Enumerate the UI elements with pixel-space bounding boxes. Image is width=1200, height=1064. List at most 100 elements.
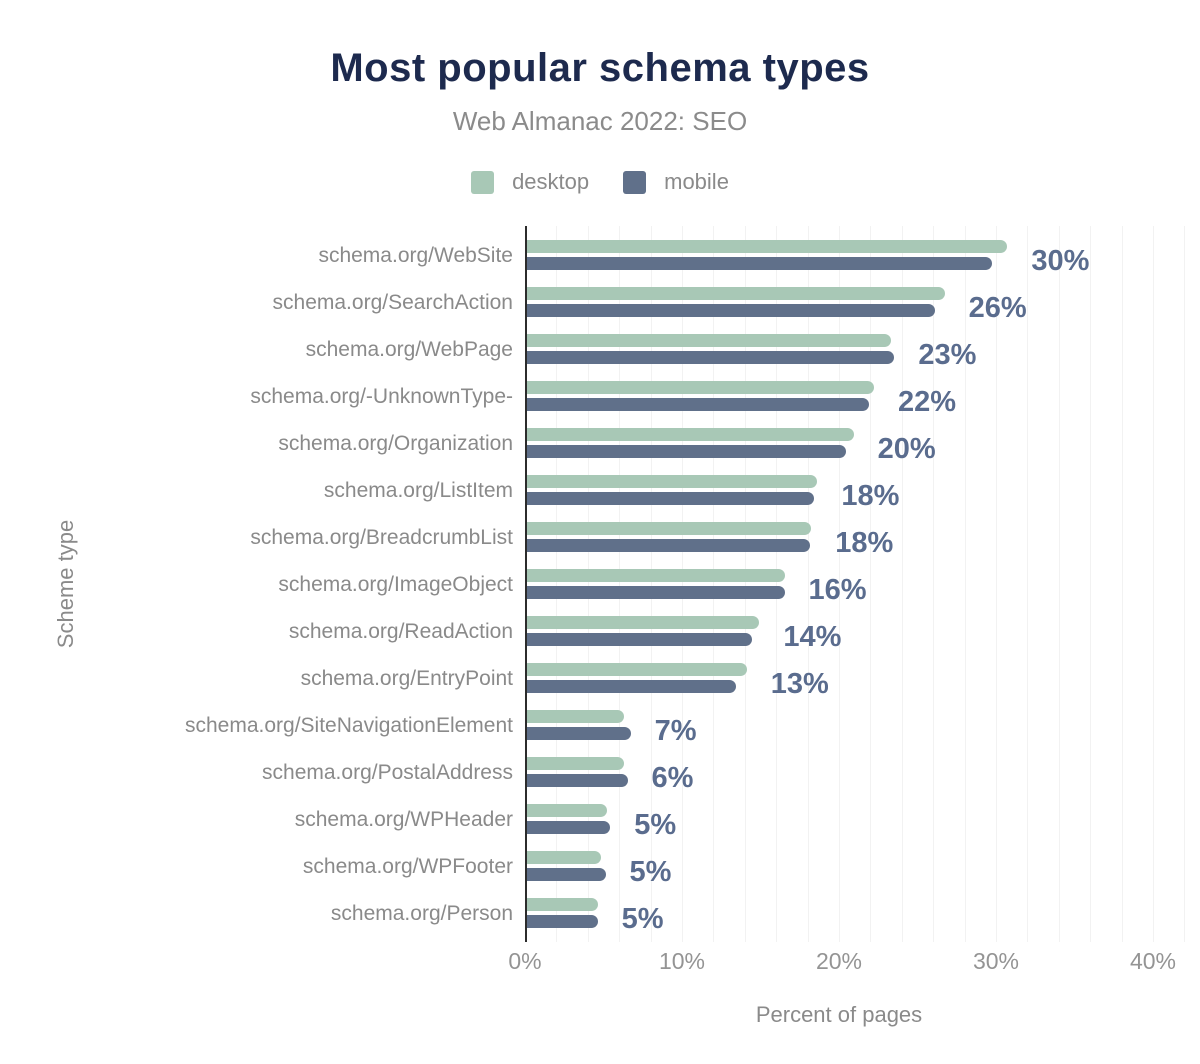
bar-desktop [527, 804, 608, 817]
bar-mobile [527, 680, 736, 693]
gridline [1121, 226, 1123, 942]
x-axis-line [525, 226, 527, 942]
value-label: 20% [877, 433, 936, 465]
value-label: 22% [898, 386, 957, 418]
value-label: 5% [634, 809, 677, 841]
bar-mobile [527, 727, 631, 740]
value-label: 6% [651, 762, 694, 794]
value-label: 7% [654, 715, 697, 747]
category-label: schema.org/WPFooter [302, 855, 513, 878]
bar-desktop [527, 428, 854, 441]
value-label: 14% [783, 621, 842, 653]
value-label: 13% [770, 668, 829, 700]
gridline [807, 226, 809, 942]
bar-row: 5% [527, 890, 1187, 937]
x-axis-title: Percent of pages [755, 1002, 923, 1027]
category-label: schema.org/SiteNavigationElement [184, 714, 513, 737]
value-label: 18% [835, 527, 894, 559]
x-axis-ticks: 0% 10% 20% 30% 40% [508, 947, 1185, 975]
bar-mobile [527, 445, 846, 458]
x-tick-label: 20% [815, 948, 863, 974]
bar-mobile [527, 915, 598, 928]
category-label: schema.org/ImageObject [278, 573, 513, 596]
gridline [1184, 226, 1186, 942]
bar-row: 30% [527, 232, 1187, 279]
x-tick-label: 10% [658, 948, 706, 974]
bar-mobile [527, 304, 936, 317]
gridline [933, 226, 935, 942]
x-tick-label: 30% [972, 948, 1020, 974]
bar-row: 5% [527, 843, 1187, 890]
gridline [1027, 226, 1029, 942]
gridline [1090, 226, 1092, 942]
category-label: schema.org/ListItem [323, 479, 513, 502]
bar-row: 18% [527, 467, 1187, 514]
value-label: 26% [968, 292, 1027, 324]
category-label: schema.org/Organization [278, 432, 513, 455]
category-label: schema.org/BreadcrumbList [250, 526, 513, 549]
bar-mobile [527, 257, 992, 270]
bar-desktop [527, 898, 598, 911]
bar-mobile [527, 398, 870, 411]
bar-mobile [527, 492, 815, 505]
bar-mobile [527, 633, 752, 646]
bar-row: 20% [527, 420, 1187, 467]
gridline [901, 226, 903, 942]
bar-desktop [527, 851, 601, 864]
value-label: 30% [1031, 245, 1090, 277]
gridline [650, 226, 652, 942]
chart-title: Most popular schema types [330, 46, 870, 90]
category-label: schema.org/PostalAddress [262, 761, 513, 784]
category-label: schema.org/ReadAction [288, 620, 513, 643]
gridline [996, 226, 997, 942]
bar-desktop [527, 475, 818, 488]
legend-label: mobile [664, 169, 729, 194]
bar-row: 18% [527, 514, 1187, 561]
gridline [1058, 226, 1060, 942]
bar-desktop [527, 757, 625, 770]
legend-swatch-desktop-icon [471, 170, 495, 194]
bar-desktop [527, 710, 625, 723]
gridline [619, 226, 621, 942]
bar-row: 13% [527, 655, 1187, 702]
bar-mobile [527, 586, 785, 599]
bar-row: 14% [527, 608, 1187, 655]
gridline [682, 226, 683, 942]
gridline [587, 226, 589, 942]
bar-row: 5% [527, 796, 1187, 843]
value-label: 5% [629, 856, 672, 888]
gridline [964, 226, 966, 942]
category-label: schema.org/WebPage [305, 338, 513, 361]
bar-row: 6% [527, 749, 1187, 796]
gridline [839, 226, 840, 942]
category-label: schema.org/EntryPoint [300, 667, 513, 690]
gridline [870, 226, 872, 942]
bar-mobile [527, 821, 611, 834]
bar-desktop [527, 287, 945, 300]
bar-row: 26% [527, 279, 1187, 326]
bar-desktop [527, 240, 1008, 253]
bar-desktop [527, 663, 747, 676]
x-tick-label: 40% [1129, 948, 1177, 974]
category-label: schema.org/WebSite [318, 244, 513, 267]
legend: desktop mobile [0, 168, 1200, 196]
plot-area: 30% 26% 23% 22% 20% 18% 18% 16% 14% 13% 7% 6% 5% 5% 5% [525, 226, 1187, 942]
bar-desktop [527, 381, 874, 394]
bar-mobile [527, 351, 895, 364]
gridline [556, 226, 558, 942]
bar-row: 16% [527, 561, 1187, 608]
value-label: 18% [841, 480, 900, 512]
category-labels: schema.org/WebSite schema.org/SearchActio… [0, 232, 513, 937]
category-label: schema.org/-UnknownType- [250, 385, 513, 408]
bar-desktop [527, 616, 760, 629]
value-label: 23% [918, 339, 977, 371]
bar-row: 23% [527, 326, 1187, 373]
bar-desktop [527, 522, 812, 535]
bar-mobile [527, 868, 606, 881]
legend-item-mobile: mobile [623, 169, 729, 195]
bar-desktop [527, 334, 892, 347]
bar-row: 22% [527, 373, 1187, 420]
bar-row: 7% [527, 702, 1187, 749]
gridline [776, 226, 778, 942]
